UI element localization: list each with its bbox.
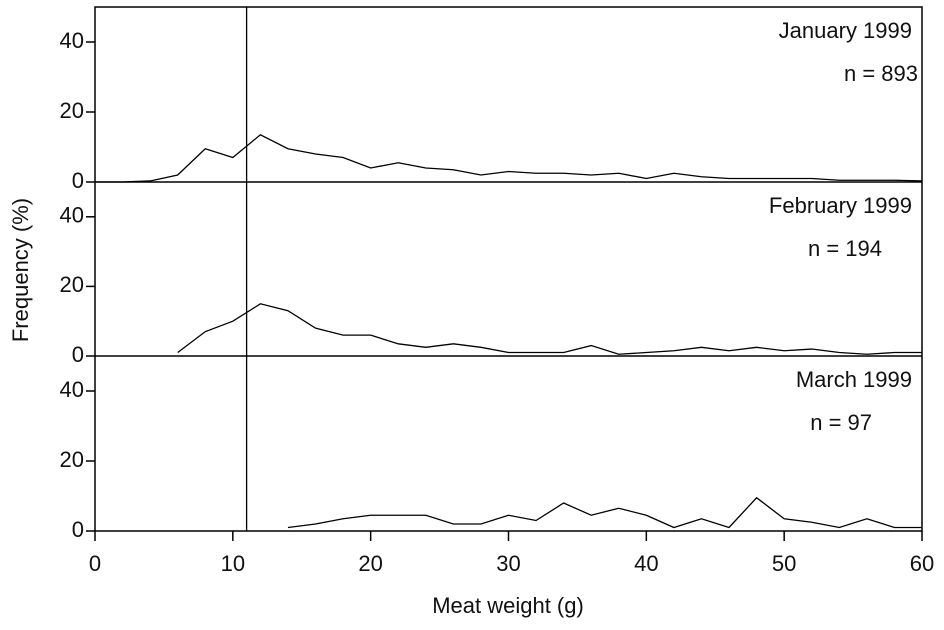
y-tick-label: 20 [60, 447, 84, 472]
y-tick-label: 0 [72, 517, 84, 542]
y-tick-label: 0 [72, 168, 84, 193]
panel-title: February 1999 [769, 193, 912, 218]
x-tick-label: 60 [910, 551, 934, 576]
panel-title: January 1999 [779, 18, 912, 43]
data-line [95, 133, 923, 183]
y-tick-label: 20 [60, 272, 84, 297]
sample-size: n = 194 [808, 236, 882, 261]
y-tick-label: 40 [60, 377, 84, 402]
x-tick-label: 40 [634, 551, 658, 576]
y-tick-label: 0 [72, 342, 84, 367]
x-tick-label: 10 [221, 551, 245, 576]
x-tick-label: 30 [496, 551, 520, 576]
y-tick-label: 40 [60, 28, 84, 53]
y-tick-label: 40 [60, 203, 84, 228]
data-line [287, 496, 922, 529]
y-tick-label: 20 [60, 98, 84, 123]
panel-title: March 1999 [796, 367, 912, 392]
y-axis-label: Frequency (%) [8, 198, 33, 342]
sample-size: n = 97 [810, 410, 872, 435]
x-tick-label: 50 [772, 551, 796, 576]
plot-frame [94, 6, 923, 532]
x-tick-label: 20 [358, 551, 382, 576]
sample-size: n = 893 [844, 61, 918, 86]
data-line [177, 303, 922, 355]
x-tick-label: 0 [89, 551, 101, 576]
x-axis-label: Meat weight (g) [432, 593, 584, 618]
